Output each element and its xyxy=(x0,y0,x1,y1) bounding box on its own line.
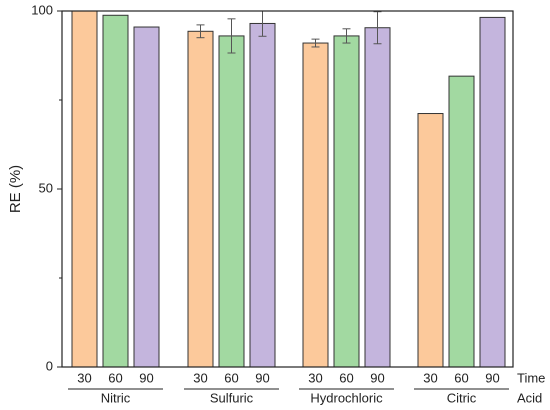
x-tick-label: 90 xyxy=(370,370,384,385)
bar xyxy=(102,14,129,368)
y-tick-label: 50 xyxy=(39,180,53,195)
group-label: Citric xyxy=(447,390,477,405)
x-tick-label: 60 xyxy=(108,370,122,385)
bar xyxy=(133,26,160,368)
x-tick-label: 60 xyxy=(454,370,468,385)
bar xyxy=(71,10,98,368)
y-tick-label: 100 xyxy=(31,2,53,17)
x-tick-label: 30 xyxy=(423,370,437,385)
bar xyxy=(479,16,506,368)
time-axis-label: Time xyxy=(517,370,545,385)
bar xyxy=(417,113,444,368)
x-tick-label: 30 xyxy=(308,370,322,385)
acid-axis-label: Acid xyxy=(517,390,542,405)
bar xyxy=(364,27,391,368)
bar xyxy=(249,22,276,368)
group-label: Hydrochloric xyxy=(310,390,383,405)
x-tick-label: 60 xyxy=(339,370,353,385)
x-tick-label: 90 xyxy=(485,370,499,385)
x-tick-label: 90 xyxy=(255,370,269,385)
bar xyxy=(448,75,475,368)
bar xyxy=(218,35,245,368)
group-label: Sulfuric xyxy=(210,390,254,405)
y-axis-label: RE (%) xyxy=(7,165,24,213)
y-tick-label: 0 xyxy=(46,358,53,373)
bar xyxy=(187,30,214,368)
bar xyxy=(333,35,360,368)
x-tick-label: 30 xyxy=(193,370,207,385)
x-tick-label: 60 xyxy=(224,370,238,385)
x-tick-label: 90 xyxy=(139,370,153,385)
plot-frame xyxy=(61,10,514,368)
bar xyxy=(302,42,329,368)
group-label: Nitric xyxy=(101,390,131,405)
x-tick-label: 30 xyxy=(77,370,91,385)
